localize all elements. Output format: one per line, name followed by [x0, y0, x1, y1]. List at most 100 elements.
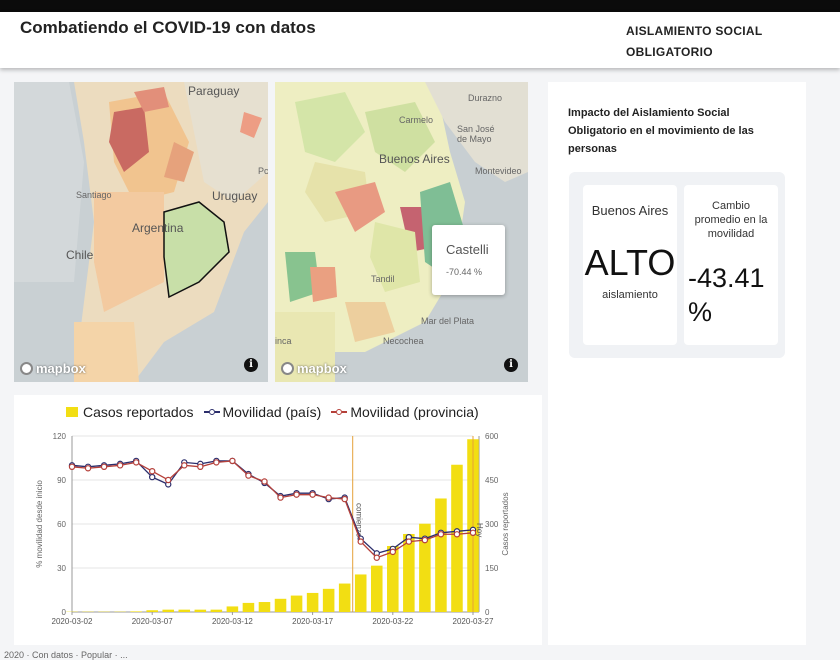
- bar-casos: [307, 593, 319, 612]
- top-bar: [0, 0, 840, 12]
- y-tick-label-left: 0: [62, 608, 67, 617]
- point-provincia: [262, 479, 267, 484]
- annotation-label-hoy: Hoy: [475, 523, 484, 537]
- map-label-pc: Pc: [258, 166, 268, 176]
- point-provincia: [438, 532, 443, 537]
- bar-casos: [387, 546, 399, 612]
- legend-item-pais[interactable]: Movilidad (país): [204, 404, 322, 420]
- point-provincia: [406, 539, 411, 544]
- point-provincia: [326, 495, 331, 500]
- bar-casos: [323, 589, 335, 612]
- point-provincia: [422, 538, 427, 543]
- tooltip-value: -70.44 %: [446, 267, 482, 277]
- map-label-mar-del-plata: Mar del Plata: [421, 316, 474, 326]
- y-axis-title-right: Casos reportados: [501, 492, 510, 555]
- bar-casos: [146, 610, 158, 612]
- y-tick-label-left: 60: [57, 520, 66, 529]
- footer-text: 2020 · Con datos · Popular · ...: [4, 650, 128, 660]
- point-provincia: [294, 492, 299, 497]
- map-label-durazno: Durazno: [468, 93, 502, 103]
- map-label-buenos-aires: Buenos Aires: [379, 152, 450, 166]
- annotation-label-comienzo: comienzo: [355, 503, 364, 538]
- legend-label-casos: Casos reportados: [83, 404, 194, 420]
- legend-swatch-casos: [66, 407, 78, 417]
- province-map[interactable]: Durazno Carmelo San José de Mayo Buenos …: [275, 82, 528, 382]
- bar-casos: [403, 534, 415, 612]
- tooltip-name: Castelli: [446, 242, 489, 257]
- map-label-inca: inca: [275, 336, 292, 346]
- point-provincia: [214, 460, 219, 465]
- chart-legend: Casos reportados Movilidad (país) Movili…: [66, 404, 489, 420]
- map-label-necochea: Necochea: [383, 336, 424, 346]
- point-provincia: [198, 464, 203, 469]
- bar-casos: [435, 498, 447, 612]
- point-pais: [150, 474, 155, 479]
- point-provincia: [85, 466, 90, 471]
- y-tick-label-left: 120: [53, 432, 67, 441]
- info-icon[interactable]: i: [504, 358, 518, 372]
- isolation-level: ALTO: [583, 242, 677, 284]
- point-provincia: [182, 463, 187, 468]
- legend-item-provincia[interactable]: Movilidad (provincia): [331, 404, 478, 420]
- mobility-cases-chart: 0 30 60 90 120 0 150 300 450 600 2020-03-02 2020-03…: [20, 425, 520, 633]
- mobility-change-value: -43.41 %: [688, 261, 778, 329]
- point-provincia: [230, 458, 235, 463]
- point-provincia: [374, 555, 379, 560]
- map-label-montevideo: Montevideo: [475, 166, 522, 176]
- impact-title: Impacto del Aislamiento Social Obligator…: [568, 104, 778, 158]
- y-tick-label-left: 30: [57, 564, 66, 573]
- point-provincia: [310, 492, 315, 497]
- bar-casos: [227, 606, 239, 612]
- bar-casos: [195, 610, 207, 612]
- bar-casos: [259, 602, 271, 612]
- point-provincia: [101, 464, 106, 469]
- bar-casos: [339, 584, 351, 612]
- bar-casos: [130, 611, 142, 612]
- mapbox-logo[interactable]: mapbox: [281, 361, 347, 376]
- bar-casos: [355, 574, 367, 612]
- bar-casos: [162, 610, 174, 612]
- y-tick-label-right: 450: [485, 476, 499, 485]
- point-provincia: [118, 463, 123, 468]
- x-tick-label: 2020-03-02: [52, 617, 93, 626]
- legend-marker-pais: [204, 409, 220, 415]
- y-tick-label-right: 0: [485, 608, 490, 617]
- point-provincia: [454, 532, 459, 537]
- legend-label-pais: Movilidad (país): [223, 404, 322, 420]
- mobility-change-label: Cambio promedio en la movilidad: [694, 199, 768, 241]
- point-provincia: [470, 530, 475, 535]
- point-provincia: [166, 477, 171, 482]
- bar-casos: [451, 465, 463, 612]
- map-label-carmelo: Carmelo: [399, 115, 433, 125]
- y-tick-label-right: 300: [485, 520, 499, 529]
- impact-card: [548, 82, 806, 645]
- y-tick-label-left: 90: [57, 476, 66, 485]
- map-tooltip: Castelli -70.44 %: [432, 225, 505, 295]
- isolation-level-box: Buenos Aires ALTO aislamiento: [583, 185, 677, 345]
- point-provincia: [342, 496, 347, 501]
- legend-item-casos[interactable]: Casos reportados: [66, 404, 194, 420]
- point-provincia: [69, 464, 74, 469]
- mapbox-logo[interactable]: mapbox: [20, 361, 86, 376]
- nav-link-aislamiento[interactable]: AISLAMIENTO SOCIAL OBLIGATORIO: [626, 21, 776, 63]
- bar-casos: [291, 596, 303, 612]
- bar-casos: [371, 566, 383, 612]
- point-provincia: [390, 549, 395, 554]
- x-tick-label: 2020-03-17: [292, 617, 333, 626]
- point-provincia: [278, 495, 283, 500]
- region-name: Buenos Aires: [583, 201, 677, 221]
- info-icon[interactable]: i: [244, 358, 258, 372]
- x-tick-label: 2020-03-22: [372, 617, 413, 626]
- point-provincia: [358, 539, 363, 544]
- y-axis-title-left: % movilidad desde inicio: [35, 480, 44, 568]
- map-label-paraguay: Paraguay: [188, 84, 239, 98]
- bar-casos: [243, 603, 255, 612]
- x-tick-label: 2020-03-12: [212, 617, 253, 626]
- map-label-chile: Chile: [66, 248, 93, 262]
- country-map[interactable]: Paraguay Uruguay Argentina Chile Santiag…: [14, 82, 268, 382]
- y-tick-label-right: 150: [485, 564, 499, 573]
- y-tick-label-right: 600: [485, 432, 499, 441]
- map-label-uruguay: Uruguay: [212, 189, 257, 203]
- point-provincia: [246, 473, 251, 478]
- point-provincia: [150, 469, 155, 474]
